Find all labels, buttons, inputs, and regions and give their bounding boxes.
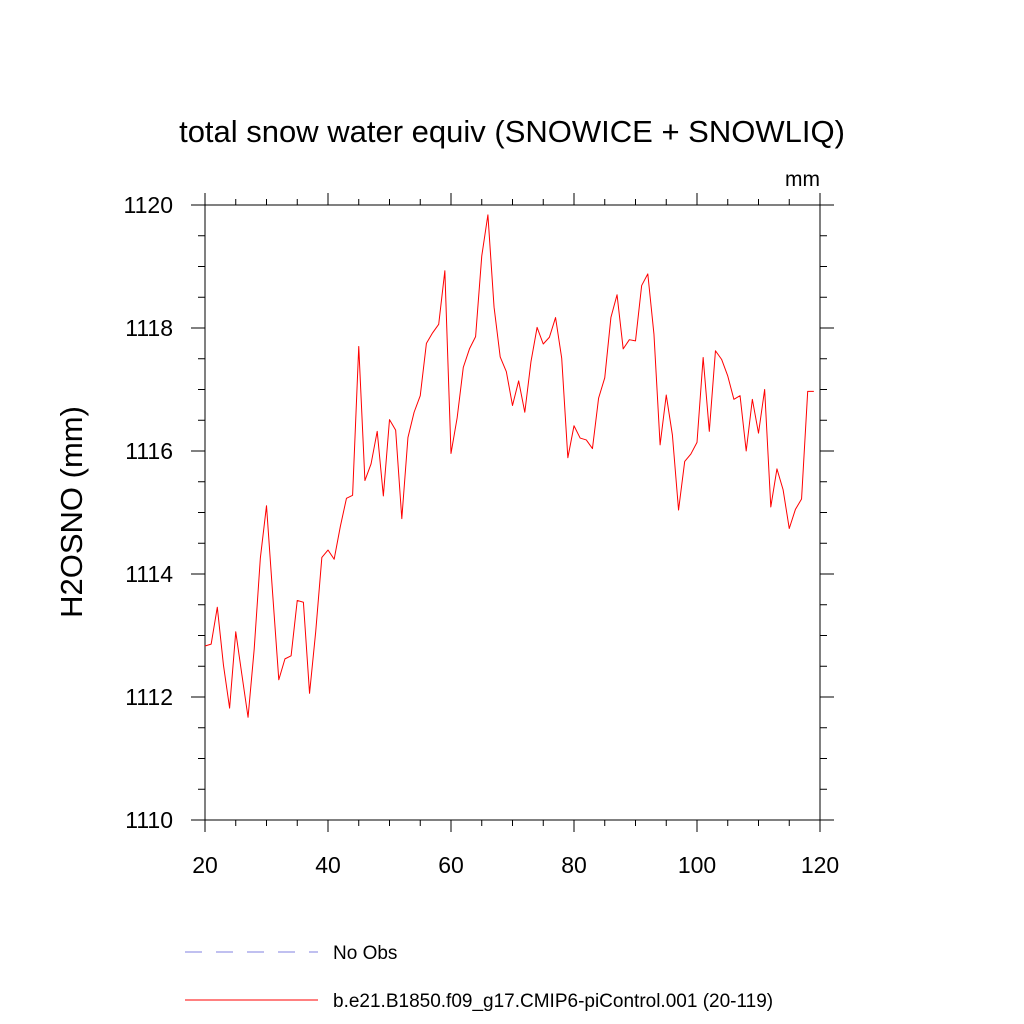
legend-label-picontrol: b.e21.B1850.f09_g17.CMIP6-piControl.001 … <box>333 991 773 1012</box>
y-tick-labels: 1110 1112 1114 1116 1118 1120 <box>124 192 174 833</box>
series-line-1 <box>204 214 814 718</box>
legend-label-no-obs: No Obs <box>333 943 397 964</box>
y-tick-label: 1120 <box>124 192 173 218</box>
x-tick-label: 20 <box>192 852 218 878</box>
legend: No Obs b.e21.B1850.f09_g17.CMIP6-piContr… <box>185 943 773 1012</box>
series-group <box>204 214 814 718</box>
y-tick-label: 1110 <box>125 807 173 833</box>
y-tick-label: 1112 <box>125 684 173 710</box>
x-tick-label: 100 <box>678 852 716 878</box>
y-tick-label: 1114 <box>125 561 173 587</box>
x-tick-labels: 20 40 60 80 100 120 <box>192 852 839 878</box>
chart-title: total snow water equiv (SNOWICE + SNOWLI… <box>179 114 845 149</box>
x-tick-label: 80 <box>561 852 587 878</box>
plot-frame <box>204 204 821 821</box>
y-axis-label: H2OSNO (mm) <box>54 406 89 618</box>
x-tick-label: 40 <box>315 852 341 878</box>
y-tick-label: 1116 <box>125 438 173 464</box>
y-tick-label: 1118 <box>125 315 173 341</box>
x-tick-label: 120 <box>801 852 839 878</box>
axis-ticks <box>191 193 834 832</box>
units-label: mm <box>785 168 820 191</box>
x-tick-label: 60 <box>438 852 464 878</box>
